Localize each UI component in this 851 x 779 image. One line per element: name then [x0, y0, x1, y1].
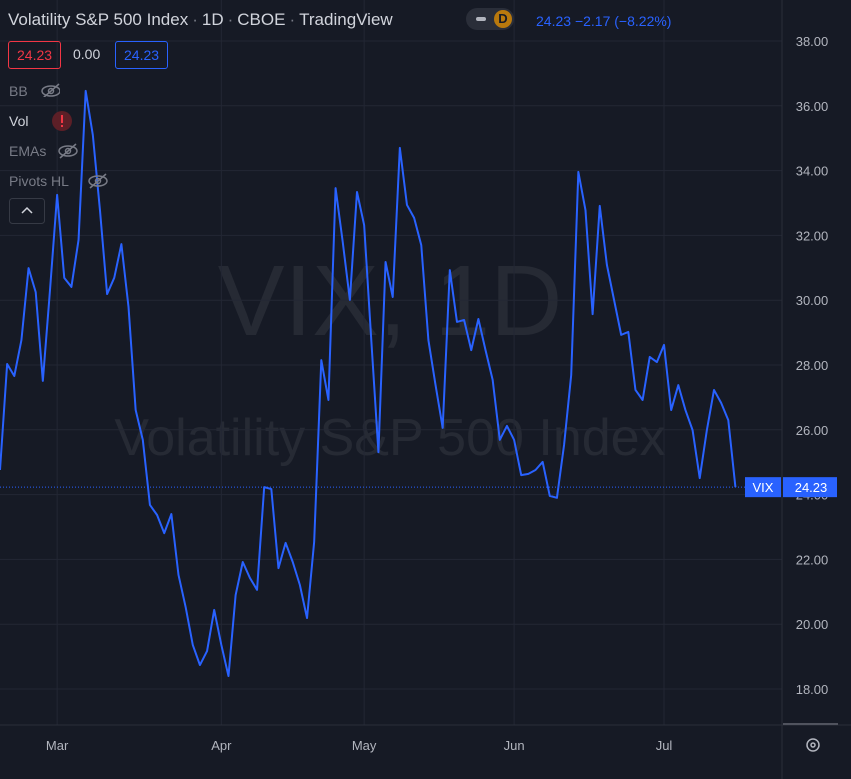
x-tick-label: Jul [656, 738, 673, 753]
hidden-icon[interactable] [87, 173, 109, 189]
y-tick-label: 38.00 [796, 34, 829, 49]
x-tick-label: Jun [504, 738, 525, 753]
gear-ring [806, 738, 820, 752]
x-tick-label: May [352, 738, 377, 753]
source: TradingView [299, 10, 393, 29]
hidden-icon[interactable] [57, 143, 79, 159]
symbol-header: Volatility S&P 500 Index · 1D · CBOE · Trading… [8, 10, 393, 29]
legend-value: 24.23 [8, 41, 62, 69]
y-tick-label: 18.00 [796, 682, 829, 697]
hidden-icon[interactable] [40, 83, 60, 97]
price-tag [783, 477, 837, 498]
interval[interactable]: 1D [201, 10, 224, 29]
y-tick-label: 32.00 [796, 228, 829, 243]
y-tick-label: 20.00 [796, 617, 829, 632]
legend-value: 0.00 [73, 46, 101, 62]
delayed-badge: D [494, 10, 512, 28]
change-percent: (−8.22%) [614, 13, 672, 29]
y-tick-label: 26.00 [796, 423, 829, 438]
price-line [0, 89, 737, 678]
indicator[interactable]: Pivots HL [9, 173, 69, 189]
y-tick-label: 30.00 [796, 293, 829, 308]
x-tick-label: Apr [211, 738, 232, 753]
watermark: Volatility S&P 500 Index [114, 409, 665, 467]
error-icon[interactable] [51, 110, 73, 132]
indicator[interactable]: Vol [9, 113, 29, 129]
y-tick-label: 22.00 [796, 552, 829, 567]
watermark: VIX, 1D [218, 245, 563, 357]
y-tick-label: 28.00 [796, 358, 829, 373]
collapse-button[interactable] [9, 198, 45, 224]
exchange: CBOE [237, 10, 286, 29]
x-tick-label: Mar [46, 738, 69, 753]
price-tag-label: 24.23 [795, 480, 828, 495]
y-tick-label: 34.00 [796, 164, 829, 179]
series-name: VIX [753, 480, 774, 495]
y-tick-label: 36.00 [796, 99, 829, 114]
series-name-tag [745, 477, 781, 498]
price-summary: 24.23 −2.17 (−8.22%) [536, 13, 671, 29]
settings-icon[interactable] [806, 738, 820, 752]
indicator[interactable]: EMAs [9, 143, 47, 159]
indicator[interactable]: BB [9, 83, 28, 99]
symbol-name[interactable]: Volatility S&P 500 Index [8, 10, 189, 29]
last-price: 24.23 [536, 13, 572, 29]
change: −2.17 [574, 13, 611, 29]
gear-hub [810, 742, 816, 748]
market-status[interactable]: D [466, 8, 514, 30]
legend-value: 24.23 [115, 41, 169, 69]
